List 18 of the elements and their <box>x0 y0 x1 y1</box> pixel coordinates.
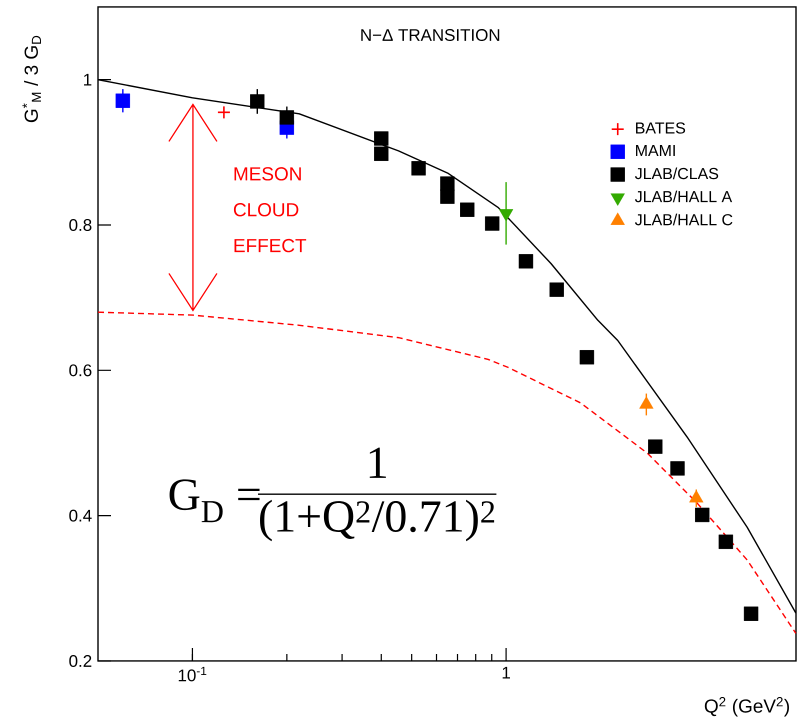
y-axis-title: G$^{*}$$_{M}$ / 3 G$_{D}$ <box>22 36 41 122</box>
legend-label: JLAB/HALL C <box>634 214 732 226</box>
annotation: MESON CLOUD EFFECT <box>234 167 306 252</box>
annotation: (1+Q$^{2}$/0.71)$^{2}$ <box>260 500 494 542</box>
y-tick-label: 0.6 <box>69 364 92 376</box>
y-tick-label: 1 <box>84 74 92 86</box>
annotation: G$_{D}$ = <box>170 479 260 522</box>
text: N−Δ TRANSITION <box>361 29 500 42</box>
y-tick-label: 0.4 <box>69 510 92 522</box>
legend-label: MAMI <box>636 145 675 156</box>
annotation: 1 <box>370 448 386 478</box>
legend-label: BATES <box>636 122 686 134</box>
x-axis-title: Q$^{2}$ (GeV$^{2}$) <box>704 697 789 716</box>
y-tick-label: 0.2 <box>69 654 92 667</box>
x-tick-label: 10$^{-1}$ <box>178 666 206 682</box>
legend-label: JLAB/CLAS <box>634 168 718 180</box>
y-tick-label: 0.8 <box>69 218 92 231</box>
legend-label: JLAB/HALL A <box>634 190 732 202</box>
